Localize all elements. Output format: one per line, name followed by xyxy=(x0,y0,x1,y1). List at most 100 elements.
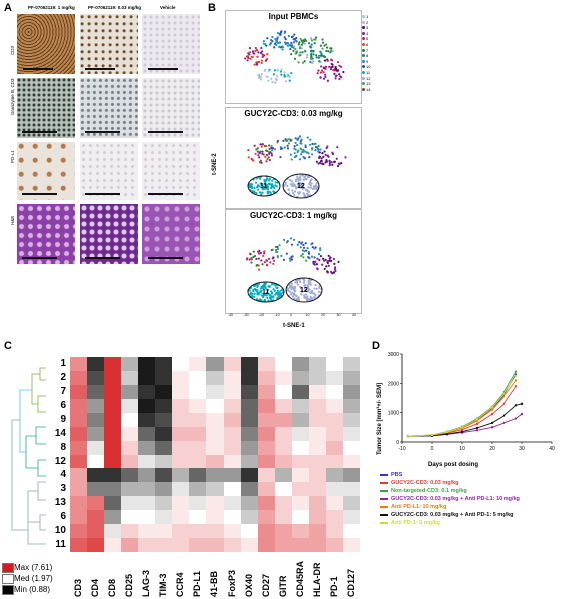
heatmap-cell xyxy=(325,440,344,455)
tsne-point xyxy=(325,265,328,268)
tsne-point xyxy=(283,41,287,44)
tsne-point xyxy=(251,292,254,296)
tsne-x-tick: 20 xyxy=(321,313,325,317)
tsne-point xyxy=(271,184,275,188)
heatmap-cell xyxy=(291,440,310,455)
ihc-image-granzyme-003mg xyxy=(80,78,138,138)
tsne-point xyxy=(298,178,301,181)
tsne-point xyxy=(265,149,268,152)
tsne-point xyxy=(317,148,320,151)
tsne-point xyxy=(301,290,304,293)
heatmap-cell xyxy=(138,468,156,483)
heatmap xyxy=(70,357,361,553)
tsne-point xyxy=(248,258,251,261)
tsne-point xyxy=(272,262,275,265)
tsne-point xyxy=(283,146,286,149)
panel-label-b: B xyxy=(208,2,216,14)
y-tick-label: 0 xyxy=(396,440,399,446)
heatmap-cell xyxy=(104,440,122,455)
tsne-legend-item: 12 xyxy=(362,76,370,81)
heatmap-cell xyxy=(274,482,293,497)
growth-data-point xyxy=(475,429,479,432)
heatmap-cell xyxy=(342,468,361,483)
heatmap-cell xyxy=(291,538,310,553)
tsne-point xyxy=(255,177,258,180)
tsne-point xyxy=(274,38,277,41)
tsne-point xyxy=(309,57,313,60)
tsne-point xyxy=(280,73,283,76)
tsne-point xyxy=(293,193,296,197)
tsne-point xyxy=(262,254,265,257)
tsne-point xyxy=(332,68,335,72)
tsne-point xyxy=(271,296,274,299)
tsne-point xyxy=(340,162,343,165)
heatmap-cell xyxy=(172,412,190,427)
tsne-point xyxy=(301,186,304,189)
growth-data-point xyxy=(490,412,494,416)
heatmap-cell xyxy=(121,384,139,400)
tsne-point xyxy=(312,296,315,299)
heatmap-column-label: CD127 xyxy=(345,568,356,597)
tsne-point xyxy=(299,280,302,284)
heatmap-cell xyxy=(223,357,241,372)
heatmap-cell xyxy=(206,538,224,553)
tsne-point xyxy=(271,291,274,295)
tsne-point xyxy=(249,253,252,256)
heatmap-cell xyxy=(240,510,258,525)
heatmap-cell xyxy=(223,482,241,497)
x-tick-label: 10 xyxy=(459,446,465,452)
tsne-x-tick: -10 xyxy=(274,313,280,317)
legend-label: 2 xyxy=(366,19,369,25)
heatmap-cell xyxy=(240,440,258,455)
heatmap-cell xyxy=(172,482,190,497)
tsne-point xyxy=(289,183,292,186)
heatmap-cell xyxy=(121,398,139,413)
heatmap-cell xyxy=(291,524,310,539)
tsne-point xyxy=(308,143,312,146)
tsne-point xyxy=(313,287,316,290)
tsne-point xyxy=(267,179,271,182)
tsne-point xyxy=(299,176,302,179)
tsne-x-tick: 10 xyxy=(305,313,310,317)
tsne-legend-item: 14 xyxy=(362,87,370,92)
tsne-point xyxy=(310,53,313,56)
tsne-point xyxy=(331,50,334,53)
legend-swatch xyxy=(362,87,365,91)
tsne-point xyxy=(314,38,317,41)
heatmap-cell xyxy=(189,370,207,386)
tsne-legend-item: 13 xyxy=(362,81,370,86)
tsne-point xyxy=(316,268,319,271)
tsne-point xyxy=(291,184,294,187)
tsne-point xyxy=(264,282,268,285)
tsne-point xyxy=(293,33,296,36)
tsne-point xyxy=(265,153,269,157)
heatmap-cell xyxy=(104,454,122,469)
heatmap-cell xyxy=(155,398,173,413)
tsne-legend-item: 10 xyxy=(362,64,370,69)
growth-series-line xyxy=(407,403,523,437)
tsne-point xyxy=(324,73,327,76)
heatmap-cell xyxy=(87,496,105,511)
growth-data-point xyxy=(490,406,494,409)
heatmap-cell xyxy=(138,440,156,455)
ihc-image-granzyme-vehicle xyxy=(142,78,200,138)
tsne-x-tick: -40 xyxy=(228,313,234,317)
tsne-point xyxy=(336,146,339,149)
panel-a-col-header-1: PF-07062119: 1 mg/kg xyxy=(28,5,75,10)
tsne-point xyxy=(267,182,271,185)
tsne-point xyxy=(324,75,327,79)
heatmap-cell xyxy=(291,510,310,525)
tsne-point xyxy=(295,36,298,40)
heatmap-cell xyxy=(342,398,361,413)
tsne-point xyxy=(304,259,308,262)
tsne-point xyxy=(298,47,302,50)
tsne-point xyxy=(314,283,317,287)
growth-data-point xyxy=(514,374,518,378)
tsne-point xyxy=(312,60,315,63)
tsne-point xyxy=(254,152,257,155)
growth-data-point xyxy=(490,426,494,429)
tsne-point xyxy=(290,44,294,47)
heatmap-cell xyxy=(257,524,275,539)
heatmap-cell xyxy=(342,510,361,525)
tsne-point xyxy=(253,287,257,291)
